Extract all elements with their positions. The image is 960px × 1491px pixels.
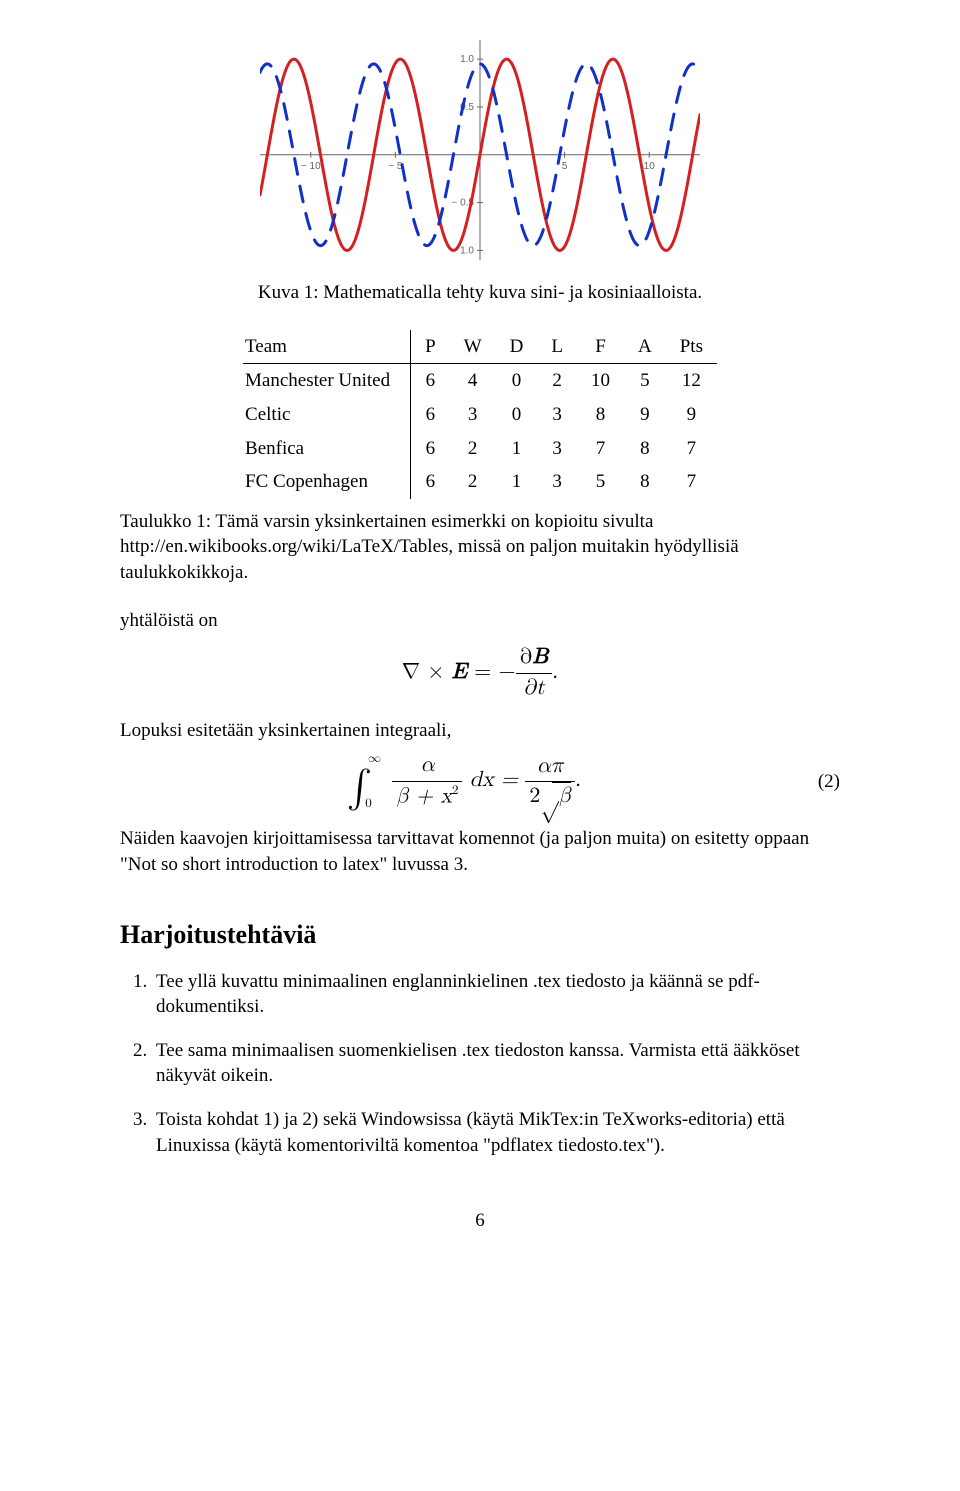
table-header: L <box>537 330 577 364</box>
equation-curl: ∇ × E = −∂B∂t. <box>120 643 840 703</box>
exercise-list: Tee yllä kuvattu minimaalinen englannink… <box>120 969 840 1159</box>
list-item: Tee sama minimaalisen suomenkielisen .te… <box>152 1038 840 1089</box>
svg-text:− 5: − 5 <box>388 161 403 172</box>
standings-table: TeamPWDLFAPts Manchester United640210512… <box>243 330 717 499</box>
svg-text:5: 5 <box>562 161 568 172</box>
table-header: D <box>496 330 538 364</box>
equation-number: (2) <box>808 769 840 795</box>
table-header: Pts <box>666 330 717 364</box>
table-row: Benfica6213787 <box>243 432 717 466</box>
section-heading: Harjoitustehtäviä <box>120 917 840 952</box>
paragraph-integral-intro: Lopuksi esitetään yksinkertainen integra… <box>120 718 840 744</box>
table-row: Manchester United640210512 <box>243 364 717 398</box>
svg-text:1.0: 1.0 <box>460 54 474 65</box>
page-number: 6 <box>120 1208 840 1234</box>
wave-chart: − 10− 5510− 1.0− 0.50.51.0 <box>120 40 840 260</box>
svg-text:− 10: − 10 <box>301 161 321 172</box>
table-header: Team <box>243 330 411 364</box>
table-header: W <box>450 330 496 364</box>
table-row: FC Copenhagen6213587 <box>243 465 717 499</box>
table-header: A <box>624 330 666 364</box>
paragraph-intro: yhtälöistä on <box>120 608 840 634</box>
table-header: P <box>411 330 450 364</box>
table-header: F <box>577 330 624 364</box>
table-caption: Taulukko 1: Tämä varsin yksinkertainen e… <box>120 509 840 586</box>
figure-caption: Kuva 1: Mathematicalla tehty kuva sini- … <box>120 280 840 306</box>
equation-integral: ∫∞0 αβ + x2 dx = απ2√β. (2) <box>120 751 840 812</box>
list-item: Tee yllä kuvattu minimaalinen englannink… <box>152 969 840 1020</box>
svg-text:10: 10 <box>644 161 656 172</box>
table-row: Celtic6303899 <box>243 398 717 432</box>
paragraph-outro: Näiden kaavojen kirjoittamisessa tarvitt… <box>120 826 840 877</box>
list-item: Toista kohdat 1) ja 2) sekä Windowsissa … <box>152 1107 840 1158</box>
